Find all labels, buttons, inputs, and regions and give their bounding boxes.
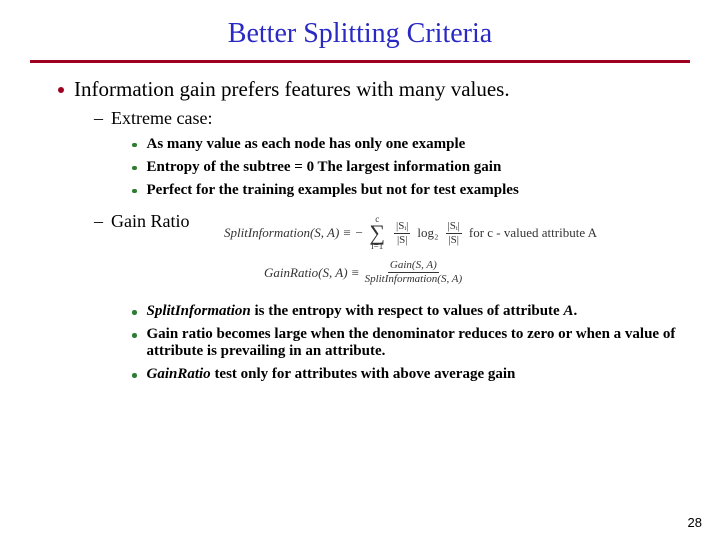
bullet-dot-icon — [132, 373, 137, 378]
split-information-formula: SplitInformation(S, A) ≡ − c ∑ i=1 |Sᵢ| … — [224, 216, 696, 250]
gainratio-item: SplitInformation is the entropy with res… — [132, 303, 696, 320]
sub-bullet-gainratio-label: Gain Ratio — [111, 211, 190, 232]
gainratio-item-text: GainRatio test only for attributes with … — [147, 366, 516, 383]
gainratio-item-text: SplitInformation is the entropy with res… — [147, 303, 578, 320]
sigma-icon: c ∑ i=1 — [369, 216, 385, 250]
formula-tail: for c - valued attribute A — [469, 225, 597, 241]
formula-lhs: GainRatio(S, A) ≡ — [264, 265, 360, 280]
extreme-item: Entropy of the subtree = 0 The largest i… — [132, 159, 696, 176]
extreme-item: As many value as each node has only one … — [132, 136, 696, 153]
bullet-dot-icon — [132, 189, 137, 194]
bullet-dot-icon — [132, 166, 137, 171]
gainratio-item: Gain ratio becomes large when the denomi… — [132, 326, 696, 360]
sigma-bottom: i=1 — [371, 243, 383, 250]
gain-ratio-formula: GainRatio(S, A) ≡ Gain(S, A) SplitInform… — [264, 260, 696, 285]
main-bullet: Information gain prefers features with m… — [58, 77, 696, 102]
frac-den: |S| — [448, 234, 459, 246]
fraction: |Sᵢ| |S| — [394, 221, 410, 246]
sub-bullet-extreme-label: Extreme case: — [111, 108, 212, 129]
log-text: log₂ — [417, 225, 438, 241]
gainratio-item: GainRatio test only for attributes with … — [132, 366, 696, 383]
bullet-dot-icon — [132, 333, 137, 338]
frac-num: |Sᵢ| — [446, 221, 462, 234]
main-bullet-text: Information gain prefers features with m… — [74, 77, 510, 102]
extreme-item-text: Entropy of the subtree = 0 The largest i… — [147, 159, 502, 176]
frac-den: |S| — [397, 234, 408, 246]
frac-num: Gain(S, A) — [390, 259, 437, 271]
bullet-dot-icon — [132, 310, 137, 315]
frac-num: |Sᵢ| — [394, 221, 410, 234]
dash-icon: – — [94, 108, 103, 130]
title-rule — [30, 60, 690, 63]
fraction: Gain(S, A) SplitInformation(S, A) — [365, 260, 463, 285]
sub-bullet-extreme: – Extreme case: — [94, 108, 696, 130]
extreme-item: Perfect for the training examples but no… — [132, 182, 696, 199]
dash-icon: – — [94, 211, 103, 233]
fraction: |Sᵢ| |S| — [446, 221, 462, 246]
frac-den: SplitInformation(S, A) — [365, 273, 463, 285]
gainratio-item-text: Gain ratio becomes large when the denomi… — [147, 326, 697, 360]
formula-block: SplitInformation(S, A) ≡ − c ∑ i=1 |Sᵢ| … — [224, 216, 696, 285]
page-number: 28 — [688, 515, 702, 530]
formula-lhs: SplitInformation(S, A) ≡ − — [224, 225, 363, 240]
extreme-item-text: Perfect for the training examples but no… — [147, 182, 519, 199]
slide: Better Splitting Criteria Information ga… — [0, 0, 720, 540]
slide-title: Better Splitting Criteria — [24, 18, 696, 50]
bullet-dot-icon — [58, 87, 64, 93]
extreme-item-text: As many value as each node has only one … — [147, 136, 466, 153]
bullet-dot-icon — [132, 143, 137, 148]
